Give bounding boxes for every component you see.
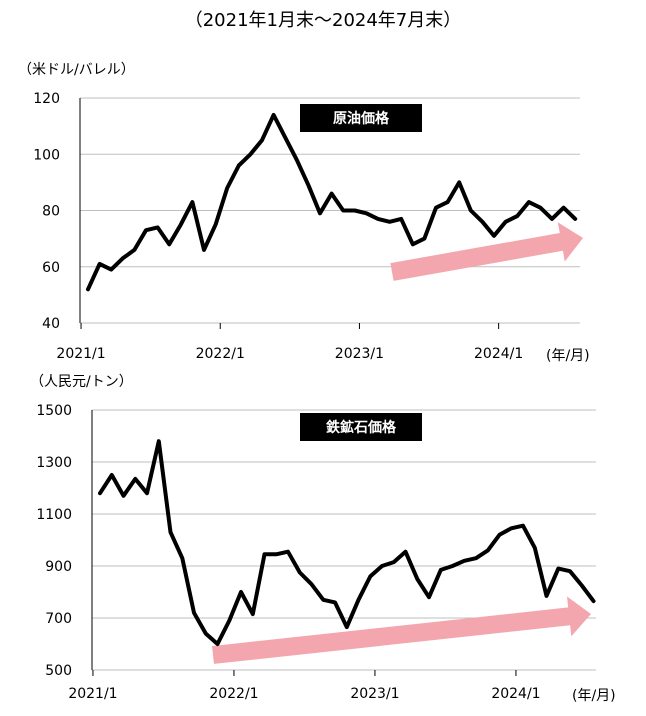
y-tick-label: 1500 bbox=[36, 403, 72, 419]
y-tick-label: 500 bbox=[45, 663, 72, 679]
y-tick-label: 1100 bbox=[36, 507, 72, 523]
y-tick-label: 40 bbox=[42, 316, 60, 332]
x-tick-label: 2022/1 bbox=[196, 346, 245, 362]
chart-title: 原油価格 bbox=[333, 110, 390, 127]
y-axis-unit-label: （人民元/トン） bbox=[30, 374, 133, 390]
y-tick-label: 900 bbox=[45, 559, 72, 575]
chart-title-badge bbox=[300, 413, 422, 441]
y-axis-unit-label: （米ドル/バレル） bbox=[18, 62, 135, 78]
y-tick-label: 1300 bbox=[36, 455, 72, 471]
y-tick-label: 100 bbox=[33, 147, 60, 163]
y-tick-label: 120 bbox=[33, 91, 60, 107]
y-tick-label: 60 bbox=[42, 260, 60, 276]
chart-title-badge bbox=[300, 104, 422, 132]
trend-arrow-icon bbox=[212, 596, 591, 664]
trend-arrow-icon bbox=[390, 222, 583, 281]
x-tick-label: 2023/1 bbox=[335, 346, 384, 362]
x-axis-label: (年/月) bbox=[546, 348, 590, 364]
x-tick-label: 2022/1 bbox=[209, 686, 258, 702]
x-tick-label: 2023/1 bbox=[350, 686, 399, 702]
x-axis-label: (年/月) bbox=[572, 688, 616, 704]
page-header: （2021年1月末～2024年7月末） bbox=[0, 6, 646, 32]
chart-title: 鉄鉱石価格 bbox=[326, 419, 397, 436]
x-tick-label: 2024/1 bbox=[474, 346, 523, 362]
series-line bbox=[86, 112, 578, 292]
chart-panel-1: （米ドル/バレル） 40 60 80 100 120 2021/1 2022/1 2023/1 2… bbox=[18, 62, 590, 364]
y-tick-label: 700 bbox=[45, 611, 72, 627]
x-tick-label: 2021/1 bbox=[68, 686, 117, 702]
y-tick-label: 80 bbox=[42, 204, 60, 220]
x-tick-label: 2024/1 bbox=[491, 686, 540, 702]
x-tick-label: 2021/1 bbox=[56, 346, 105, 362]
chart-panel-2: （人民元/トン） 500 700 900 1100 1300 1500 2021/1 2022/… bbox=[30, 374, 616, 704]
page-title: （2021年1月末～2024年7月末） bbox=[184, 10, 462, 31]
